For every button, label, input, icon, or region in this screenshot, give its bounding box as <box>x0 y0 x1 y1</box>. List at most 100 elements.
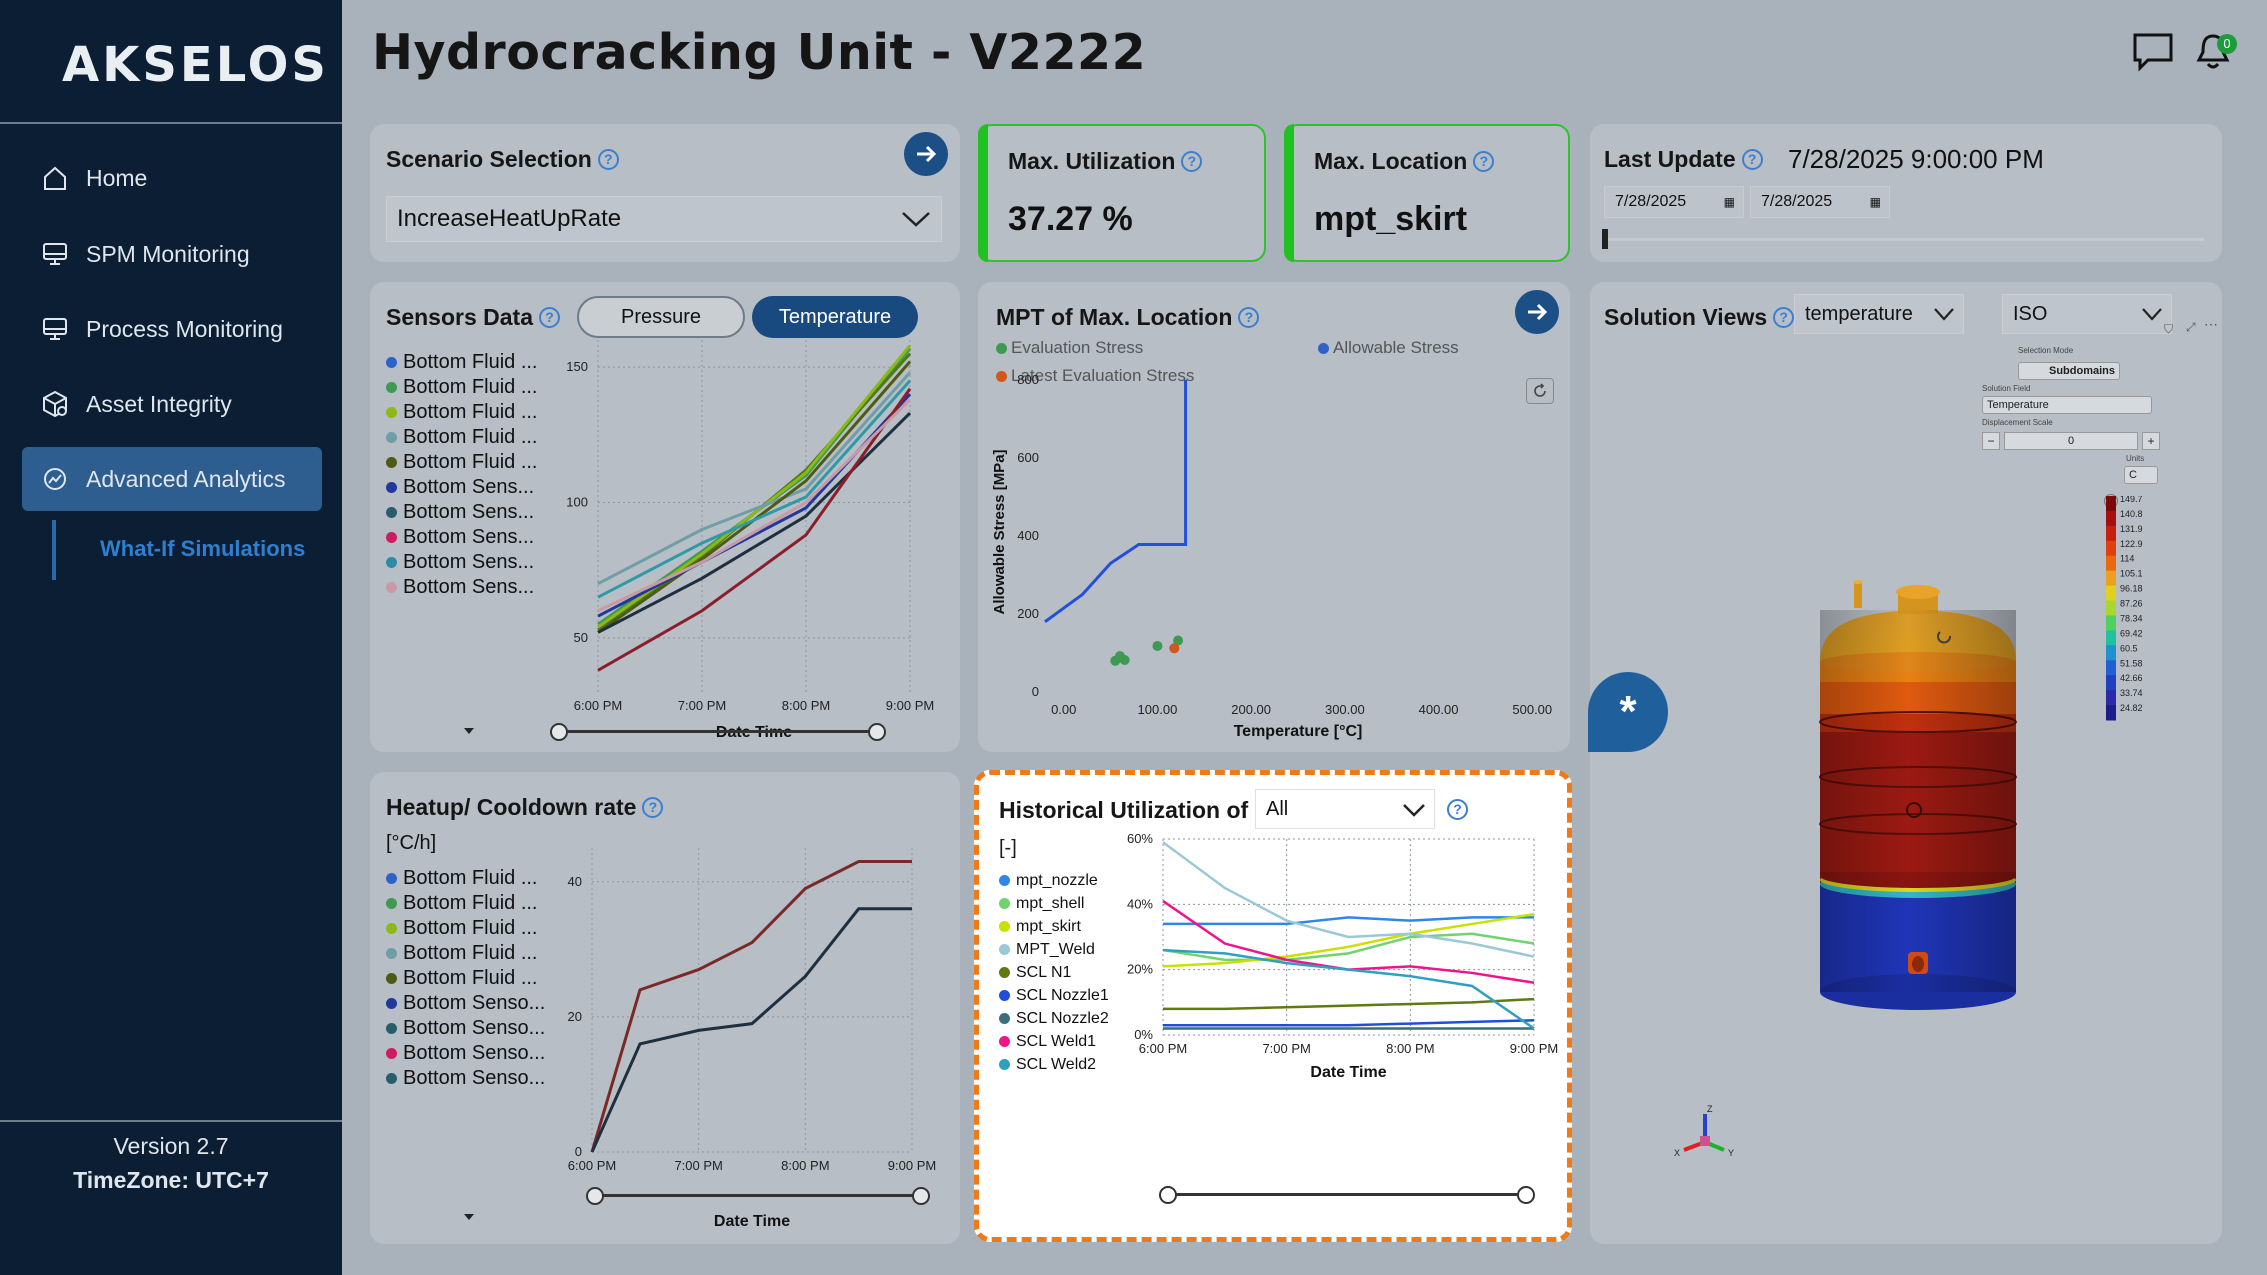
help-icon[interactable]: ? <box>642 797 664 818</box>
axis-triad-icon: Z X Y <box>1674 1104 1734 1158</box>
tab-temperature[interactable]: Temperature <box>752 296 918 338</box>
legend-item[interactable]: mpt_nozzle <box>999 869 1109 892</box>
x-tick-label: 6:00 PM <box>568 1158 616 1173</box>
utilization-filter-dropdown[interactable]: All <box>1255 789 1435 829</box>
displacement-scale-input[interactable]: 0 <box>2004 432 2138 450</box>
legend-item[interactable]: Bottom Fluid ... <box>386 891 546 916</box>
navigate-mpt-button[interactable] <box>1515 290 1559 334</box>
slider-handle-start[interactable] <box>586 1187 604 1205</box>
more-options-icon[interactable]: ⋯ <box>2204 316 2218 332</box>
reset-zoom-button[interactable] <box>1526 378 1554 404</box>
legend-item[interactable]: Bottom Senso... <box>386 991 546 1016</box>
colorbar-tick-label: 51.58 <box>2120 658 2143 668</box>
scroll-down-icon[interactable] <box>462 1212 476 1222</box>
legend-item[interactable]: SCL Weld2 <box>999 1053 1109 1076</box>
sidebar-item-home[interactable]: Home <box>22 146 322 210</box>
help-icon[interactable]: ? <box>1181 151 1203 172</box>
legend-item[interactable]: Bottom Sens... <box>386 575 536 600</box>
date-from-input[interactable]: 7/28/2025 ▦ <box>1604 186 1744 218</box>
legend-item[interactable]: Bottom Fluid ... <box>386 350 538 375</box>
series-line <box>1163 916 1534 926</box>
legend-item[interactable]: Bottom Sens... <box>386 525 536 550</box>
help-icon[interactable]: ? <box>1773 307 1795 328</box>
slider-handle-start[interactable] <box>550 723 568 741</box>
colorbar-tick-label: 24.82 <box>2120 703 2143 713</box>
legend-label: Bottom Fluid ... <box>403 967 538 989</box>
legend-dot <box>386 457 397 468</box>
selection-mode-dropdown[interactable]: Subdomains <box>2018 362 2120 380</box>
help-icon[interactable]: ? <box>1447 799 1468 820</box>
sidebar-item-spm-monitoring[interactable]: SPM Monitoring <box>22 222 322 286</box>
legend-item[interactable]: Bottom Sens... <box>386 475 536 500</box>
view-value: ISO <box>2013 302 2048 325</box>
legend-item[interactable]: Bottom Fluid ... <box>386 941 546 966</box>
legend-item[interactable]: Bottom Sens... <box>386 550 536 575</box>
legend-item[interactable]: Bottom Fluid ... <box>386 866 546 891</box>
slider-handle-end[interactable] <box>912 1187 930 1205</box>
y-tick-label: 40 <box>568 874 582 889</box>
expand-icon[interactable]: ⤢ <box>2186 320 2196 334</box>
legend-item[interactable]: mpt_skirt <box>999 915 1109 938</box>
apply-scenario-button[interactable] <box>904 132 948 176</box>
sidebar-item-asset-integrity[interactable]: Asset Integrity <box>22 372 322 436</box>
time-range-slider[interactable] <box>586 1186 932 1206</box>
help-icon[interactable]: ? <box>1238 307 1260 328</box>
legend-item[interactable]: Bottom Fluid ... <box>386 450 538 475</box>
units-dropdown[interactable]: C <box>2124 466 2158 484</box>
scale-increase-button[interactable]: + <box>2142 432 2160 450</box>
legend-item[interactable]: Bottom Senso... <box>386 1041 546 1066</box>
legend-item[interactable]: Bottom Fluid ... <box>386 916 546 941</box>
legend-item[interactable]: SCL Nozzle1 <box>999 984 1109 1007</box>
sidebar-subitem-what-if-simulations[interactable]: What-If Simulations <box>100 536 306 561</box>
legend-dot <box>386 873 397 884</box>
legend-item[interactable]: Bottom Fluid ... <box>386 375 538 400</box>
legend-dot <box>386 582 397 593</box>
scale-decrease-button[interactable]: − <box>1982 432 2000 450</box>
help-icon[interactable]: ? <box>539 307 561 328</box>
floating-action-button[interactable]: * <box>1588 672 1668 752</box>
help-icon[interactable]: ? <box>1473 151 1495 172</box>
legend-item[interactable]: Bottom Fluid ... <box>386 400 538 425</box>
viewer-solution-field-dropdown[interactable]: Temperature <box>1982 396 2152 414</box>
tab-pressure[interactable]: Pressure <box>577 296 745 338</box>
date-slider-handle[interactable] <box>1602 229 1608 249</box>
sidebar-item-advanced-analytics[interactable]: Advanced Analytics <box>22 447 322 511</box>
vessel-3d-model[interactable] <box>1790 562 2050 1012</box>
solution-field-dropdown[interactable]: temperature <box>1794 294 1964 334</box>
legend-item[interactable]: Bottom Fluid ... <box>386 425 538 450</box>
legend-item: Allowable Stress <box>1318 338 1459 358</box>
legend-item[interactable]: Bottom Fluid ... <box>386 966 546 991</box>
date-to-input[interactable]: 7/28/2025 ▦ <box>1750 186 1890 218</box>
legend-label: Allowable Stress <box>1333 338 1459 357</box>
date-slider-track[interactable] <box>1604 238 2204 241</box>
legend-item[interactable]: SCL Nozzle2 <box>999 1007 1109 1030</box>
slider-handle-end[interactable] <box>1517 1186 1535 1204</box>
legend-item[interactable]: Bottom Sens... <box>386 500 536 525</box>
slider-handle-end[interactable] <box>868 723 886 741</box>
legend-item[interactable]: SCL Weld1 <box>999 1030 1109 1053</box>
sidebar-item-process-monitoring[interactable]: Process Monitoring <box>22 297 322 361</box>
legend-label: mpt_shell <box>1016 894 1085 912</box>
x-axis-label: Date Time <box>1310 1064 1386 1081</box>
time-range-slider[interactable] <box>1159 1185 1539 1205</box>
legend-dot <box>386 948 397 959</box>
time-range-slider[interactable] <box>550 722 910 742</box>
help-icon[interactable]: ? <box>1741 149 1763 170</box>
legend-label: SCL Nozzle2 <box>1016 1009 1109 1027</box>
legend-dot <box>999 944 1010 955</box>
legend-item[interactable]: SCL N1 <box>999 961 1109 984</box>
selection-mode-value: Subdomains <box>2049 365 2116 377</box>
slider-handle-start[interactable] <box>1159 1186 1177 1204</box>
brand-logo[interactable]: AKSELOS <box>48 37 326 93</box>
chat-icon[interactable] <box>2132 32 2174 72</box>
scroll-down-icon[interactable] <box>462 726 476 736</box>
legend-item[interactable]: mpt_shell <box>999 892 1109 915</box>
legend-item[interactable]: Bottom Senso... <box>386 1016 546 1041</box>
filter-icon[interactable]: ⛉ <box>2164 322 2174 336</box>
legend-item[interactable]: MPT_Weld <box>999 938 1109 961</box>
scenario-dropdown[interactable]: IncreaseHeatUpRate <box>386 196 942 242</box>
legend-item[interactable]: Bottom Senso... <box>386 1066 546 1091</box>
view-dropdown[interactable]: ISO <box>2002 294 2172 334</box>
heatup-legend: Bottom Fluid ... Bottom Fluid ... Bottom F… <box>386 866 546 1091</box>
help-icon[interactable]: ? <box>597 149 619 170</box>
